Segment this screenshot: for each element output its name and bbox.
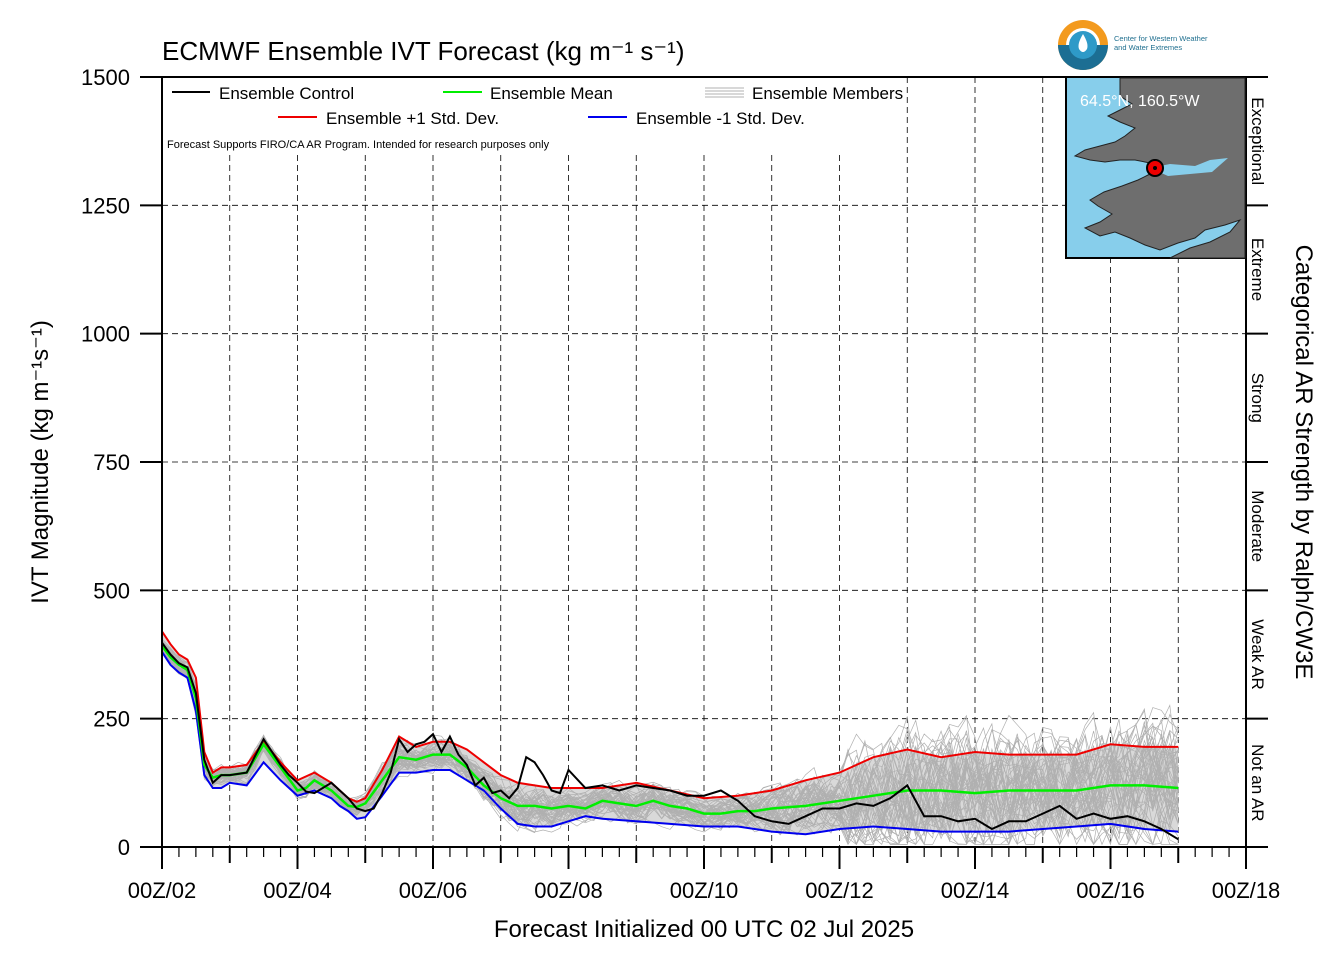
x-tick-label: 00Z/18 bbox=[1212, 878, 1281, 903]
x-tick-label: 00Z/14 bbox=[941, 878, 1010, 903]
y-tick-label: 1500 bbox=[81, 65, 130, 90]
ensemble-member-line bbox=[161, 644, 1179, 846]
ensemble-member-line bbox=[161, 640, 1179, 846]
legend-label-members: Ensemble Members bbox=[752, 84, 903, 103]
legend-label-plus: Ensemble +1 Std. Dev. bbox=[326, 109, 499, 128]
right-axis-title: Categorical AR Strength by Ralph/CW3E bbox=[1290, 245, 1317, 680]
ensemble-member-line bbox=[161, 648, 1179, 845]
logo-text-line1: Center for Western Weather bbox=[1114, 34, 1208, 43]
category-label: Extreme bbox=[1248, 238, 1267, 301]
inset-location-label: 64.5°N, 160.5°W bbox=[1080, 93, 1200, 110]
series-lines bbox=[161, 630, 1179, 841]
y-tick-label: 250 bbox=[93, 707, 130, 732]
series-line-control bbox=[161, 642, 1179, 841]
y-tick-label: 500 bbox=[93, 578, 130, 603]
legend: Ensemble Control Ensemble Mean Ensemble … bbox=[167, 84, 903, 151]
x-axis-title: Forecast Initialized 00 UTC 02 Jul 2025 bbox=[494, 916, 914, 943]
category-label: Not an AR bbox=[1248, 744, 1267, 822]
y-tick-label: 750 bbox=[93, 450, 130, 475]
x-tick-label: 00Z/04 bbox=[263, 878, 332, 903]
y-tick-label: 0 bbox=[118, 835, 130, 860]
axes: 0 250 500 750 1000 1250 1500 Not an AR Weak AR Mo… bbox=[81, 65, 1280, 903]
legend-label-minus: Ensemble -1 Std. Dev. bbox=[636, 109, 805, 128]
chart-title: ECMWF Ensemble IVT Forecast (kg m⁻¹ s⁻¹) bbox=[162, 36, 684, 66]
inset-map: 64.5°N, 160.5°W bbox=[1065, 76, 1247, 259]
ensemble-member-line bbox=[161, 650, 1179, 845]
category-label: Strong bbox=[1248, 373, 1267, 423]
category-label: Moderate bbox=[1248, 490, 1267, 562]
series-line-plus bbox=[161, 630, 1179, 803]
y-tick-label: 1000 bbox=[81, 322, 130, 347]
x-tick-label: 00Z/16 bbox=[1076, 878, 1145, 903]
logo-text-line2: and Water Extremes bbox=[1114, 43, 1182, 52]
x-tick-label: 00Z/08 bbox=[534, 878, 603, 903]
legend-label-control: Ensemble Control bbox=[219, 84, 354, 103]
y-tick-label: 1250 bbox=[81, 193, 130, 218]
ensemble-member-line bbox=[161, 647, 1179, 842]
legend-swatch-members bbox=[705, 87, 744, 98]
legend-label-mean: Ensemble Mean bbox=[490, 84, 613, 103]
x-tick-label: 00Z/06 bbox=[399, 878, 468, 903]
category-label: Weak AR bbox=[1248, 619, 1267, 690]
x-tick-label: 00Z/02 bbox=[128, 878, 197, 903]
disclaimer-note: Forecast Supports FIRO/CA AR Program. In… bbox=[167, 139, 550, 151]
ensemble-member-line bbox=[161, 645, 1179, 839]
category-label: Exceptional bbox=[1248, 97, 1267, 185]
x-tick-label: 00Z/10 bbox=[670, 878, 739, 903]
x-tick-label: 00Z/12 bbox=[805, 878, 874, 903]
y-axis-title: IVT Magnitude (kg m⁻¹s⁻¹) bbox=[27, 320, 54, 604]
grid-lines bbox=[162, 77, 1246, 847]
cw3e-logo: Center for Western Weather and Water Ext… bbox=[1058, 20, 1208, 70]
bay-water bbox=[1150, 158, 1228, 176]
